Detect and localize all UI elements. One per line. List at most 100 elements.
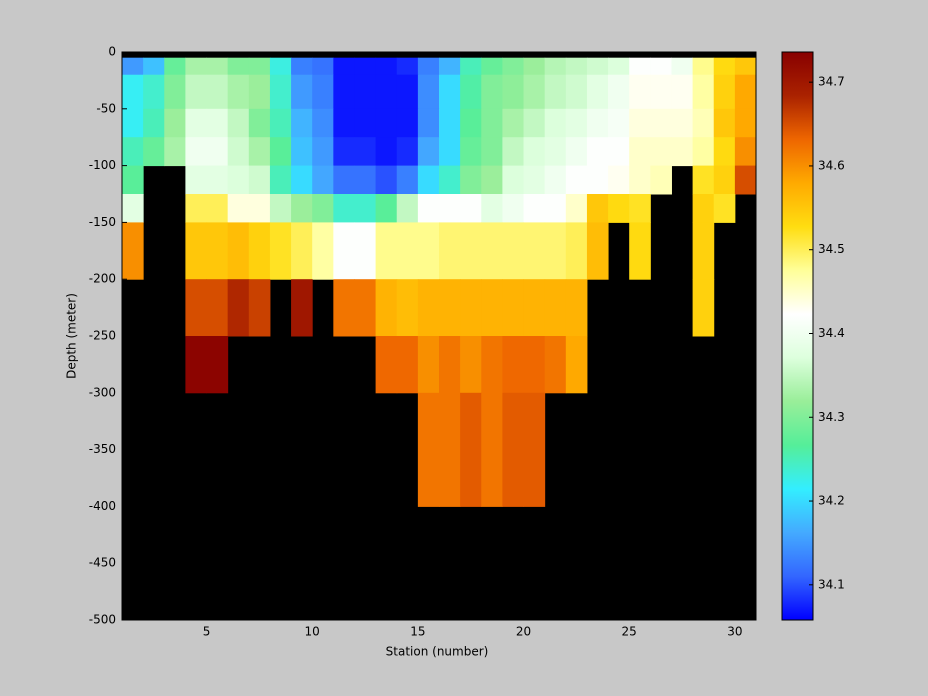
cell [734, 165, 757, 195]
cell [629, 137, 651, 167]
cell [586, 74, 609, 110]
cell [565, 336, 588, 394]
cell [481, 279, 503, 337]
cell [143, 57, 165, 76]
y-tick-label: -200 [89, 272, 116, 286]
cell [143, 74, 165, 110]
cell [185, 108, 208, 138]
x-axis-label: Station (number) [386, 645, 489, 659]
cell [185, 222, 208, 280]
cell [608, 137, 630, 167]
cell [248, 222, 271, 280]
cell [206, 57, 229, 76]
cell [439, 279, 461, 337]
cell [650, 74, 672, 110]
cell [206, 222, 229, 280]
colorbar [781, 51, 814, 621]
cell [502, 222, 525, 280]
cell [650, 165, 672, 195]
cell [608, 74, 630, 110]
cell [122, 108, 144, 138]
cell [544, 336, 567, 394]
colorbar-tick-label: 34.5 [818, 242, 845, 256]
cell [713, 165, 736, 195]
cell [734, 74, 757, 110]
cell [248, 279, 271, 337]
cell [206, 108, 229, 138]
cell [291, 74, 313, 110]
cell [417, 57, 440, 76]
cell [248, 74, 271, 110]
cell [206, 279, 229, 337]
cell [502, 165, 525, 195]
y-tick-label: -400 [89, 499, 116, 513]
cell [227, 137, 250, 167]
cell [375, 108, 398, 138]
cell [354, 57, 377, 76]
y-tick-label: 0 [108, 45, 116, 59]
cell [502, 279, 525, 337]
cell [375, 74, 398, 110]
cell [312, 108, 334, 138]
cell [523, 137, 546, 167]
cell [502, 336, 525, 394]
cell [354, 279, 377, 337]
cell [692, 137, 715, 167]
cell [227, 165, 250, 195]
cell [269, 165, 292, 195]
cell [460, 165, 482, 195]
cell [312, 165, 334, 195]
cell [692, 57, 715, 76]
cell [333, 165, 355, 195]
colorbar-tick-label: 34.4 [818, 326, 845, 340]
y-tick-label: -50 [96, 101, 116, 115]
cell [185, 336, 208, 394]
cell [565, 222, 588, 280]
cell [629, 57, 651, 76]
cell [122, 74, 144, 110]
cell [544, 194, 567, 223]
cell [544, 222, 567, 280]
cell [185, 279, 208, 337]
cell [608, 194, 630, 223]
cell [185, 57, 208, 76]
cell [143, 108, 165, 138]
cell [544, 74, 567, 110]
cell [629, 108, 651, 138]
cell [248, 137, 271, 167]
cell [248, 57, 271, 76]
cell [354, 165, 377, 195]
cell [629, 74, 651, 110]
cell [269, 74, 292, 110]
cell [502, 392, 525, 507]
cell [312, 57, 334, 76]
cell [671, 108, 694, 138]
cell [333, 194, 355, 223]
cell [544, 165, 567, 195]
cell [692, 194, 715, 223]
cell [333, 222, 355, 280]
cell [481, 336, 503, 394]
cell [734, 57, 757, 76]
cell [248, 194, 271, 223]
cell [396, 108, 419, 138]
x-tick-label: 20 [516, 625, 531, 639]
cell [248, 108, 271, 138]
cell [439, 74, 461, 110]
cell [481, 74, 503, 110]
colorbar-tick-label: 34.6 [818, 158, 845, 172]
cell [692, 222, 715, 280]
cell [502, 57, 525, 76]
cell [164, 57, 186, 76]
cell [164, 108, 186, 138]
cell [460, 57, 482, 76]
cell [122, 194, 144, 223]
cell [396, 279, 419, 337]
y-tick-label: -500 [89, 613, 116, 627]
cell [164, 137, 186, 167]
cell [375, 57, 398, 76]
cell [565, 108, 588, 138]
cell [396, 222, 419, 280]
cell [312, 74, 334, 110]
